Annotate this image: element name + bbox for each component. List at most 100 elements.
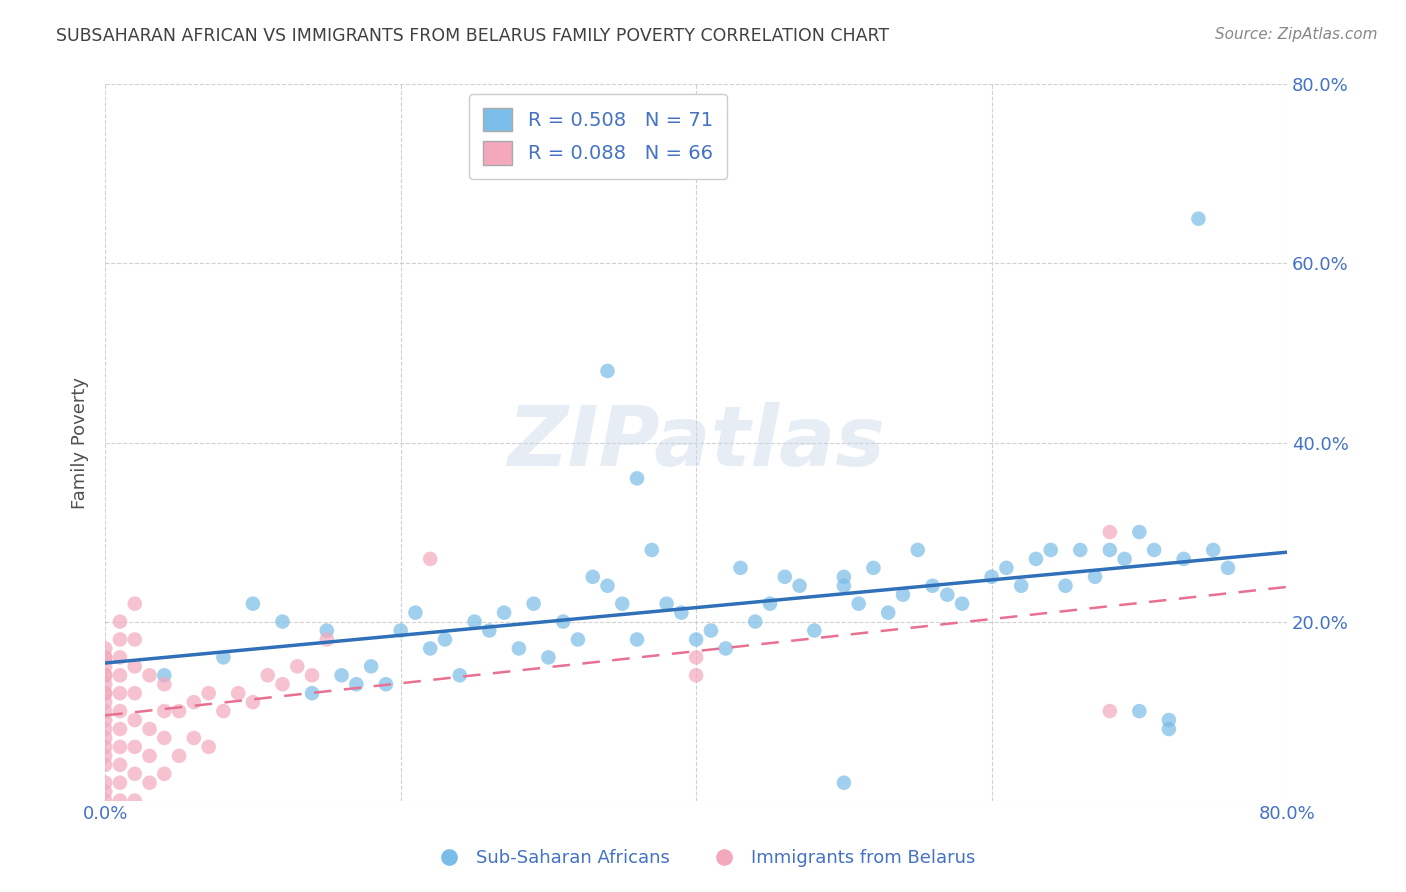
Point [1114, 552, 1136, 566]
Point [183, 731, 205, 745]
Point [537, 650, 560, 665]
Point [167, 748, 190, 763]
Point [671, 606, 693, 620]
Point [1202, 543, 1225, 558]
Point [995, 561, 1018, 575]
Point [1084, 570, 1107, 584]
Point [108, 794, 131, 808]
Point [1157, 713, 1180, 727]
Point [464, 615, 486, 629]
Point [641, 543, 664, 558]
Point [582, 570, 605, 584]
Point [153, 766, 176, 780]
Point [1010, 579, 1032, 593]
Point [419, 552, 441, 566]
Point [167, 704, 190, 718]
Point [567, 632, 589, 647]
Point [271, 615, 294, 629]
Point [108, 739, 131, 754]
Point [374, 677, 396, 691]
Point [94, 650, 117, 665]
Point [94, 731, 117, 745]
Point [596, 579, 619, 593]
Point [124, 659, 146, 673]
Point [212, 704, 235, 718]
Point [862, 561, 884, 575]
Point [494, 606, 516, 620]
Point [685, 632, 707, 647]
Point [108, 650, 131, 665]
Point [449, 668, 471, 682]
Point [94, 668, 117, 682]
Point [138, 748, 160, 763]
Point [1069, 543, 1091, 558]
Point [685, 668, 707, 682]
Point [108, 632, 131, 647]
Point [94, 713, 117, 727]
Point [803, 624, 825, 638]
Point [655, 597, 678, 611]
Point [94, 739, 117, 754]
Point [94, 659, 117, 673]
Point [108, 775, 131, 789]
Point [1157, 722, 1180, 736]
Point [700, 624, 723, 638]
Point [212, 650, 235, 665]
Point [685, 650, 707, 665]
Point [1187, 211, 1209, 226]
Point [714, 641, 737, 656]
Point [523, 597, 546, 611]
Text: Source: ZipAtlas.com: Source: ZipAtlas.com [1215, 27, 1378, 42]
Point [1098, 524, 1121, 539]
Point [153, 668, 176, 682]
Point [94, 686, 117, 700]
Point [315, 632, 337, 647]
Point [950, 597, 973, 611]
Point [94, 668, 117, 682]
Point [404, 606, 426, 620]
Point [1128, 524, 1150, 539]
Point [419, 641, 441, 656]
Point [744, 615, 766, 629]
Point [1098, 543, 1121, 558]
Point [108, 668, 131, 682]
Point [921, 579, 943, 593]
Legend: Sub-Saharan Africans, Immigrants from Belarus: Sub-Saharan Africans, Immigrants from Be… [423, 842, 983, 874]
Point [1143, 543, 1166, 558]
Point [124, 794, 146, 808]
Point [1054, 579, 1077, 593]
Point [596, 364, 619, 378]
Point [315, 624, 337, 638]
Point [153, 704, 176, 718]
Point [832, 579, 855, 593]
Point [759, 597, 782, 611]
Point [789, 579, 811, 593]
Point [124, 766, 146, 780]
Point [1025, 552, 1047, 566]
Point [626, 471, 648, 485]
Point [94, 785, 117, 799]
Point [1098, 704, 1121, 718]
Point [124, 597, 146, 611]
Point [301, 668, 323, 682]
Point [94, 748, 117, 763]
Point [1173, 552, 1195, 566]
Point [108, 722, 131, 736]
Point [138, 775, 160, 789]
Point [832, 570, 855, 584]
Point [553, 615, 575, 629]
Point [153, 731, 176, 745]
Point [153, 677, 176, 691]
Point [1216, 561, 1239, 575]
Point [344, 677, 367, 691]
Point [124, 713, 146, 727]
Point [94, 757, 117, 772]
Text: SUBSAHARAN AFRICAN VS IMMIGRANTS FROM BELARUS FAMILY POVERTY CORRELATION CHART: SUBSAHARAN AFRICAN VS IMMIGRANTS FROM BE… [56, 27, 890, 45]
Point [330, 668, 353, 682]
Point [301, 686, 323, 700]
Point [94, 686, 117, 700]
Point [94, 794, 117, 808]
Point [612, 597, 634, 611]
Point [256, 668, 278, 682]
Point [877, 606, 900, 620]
